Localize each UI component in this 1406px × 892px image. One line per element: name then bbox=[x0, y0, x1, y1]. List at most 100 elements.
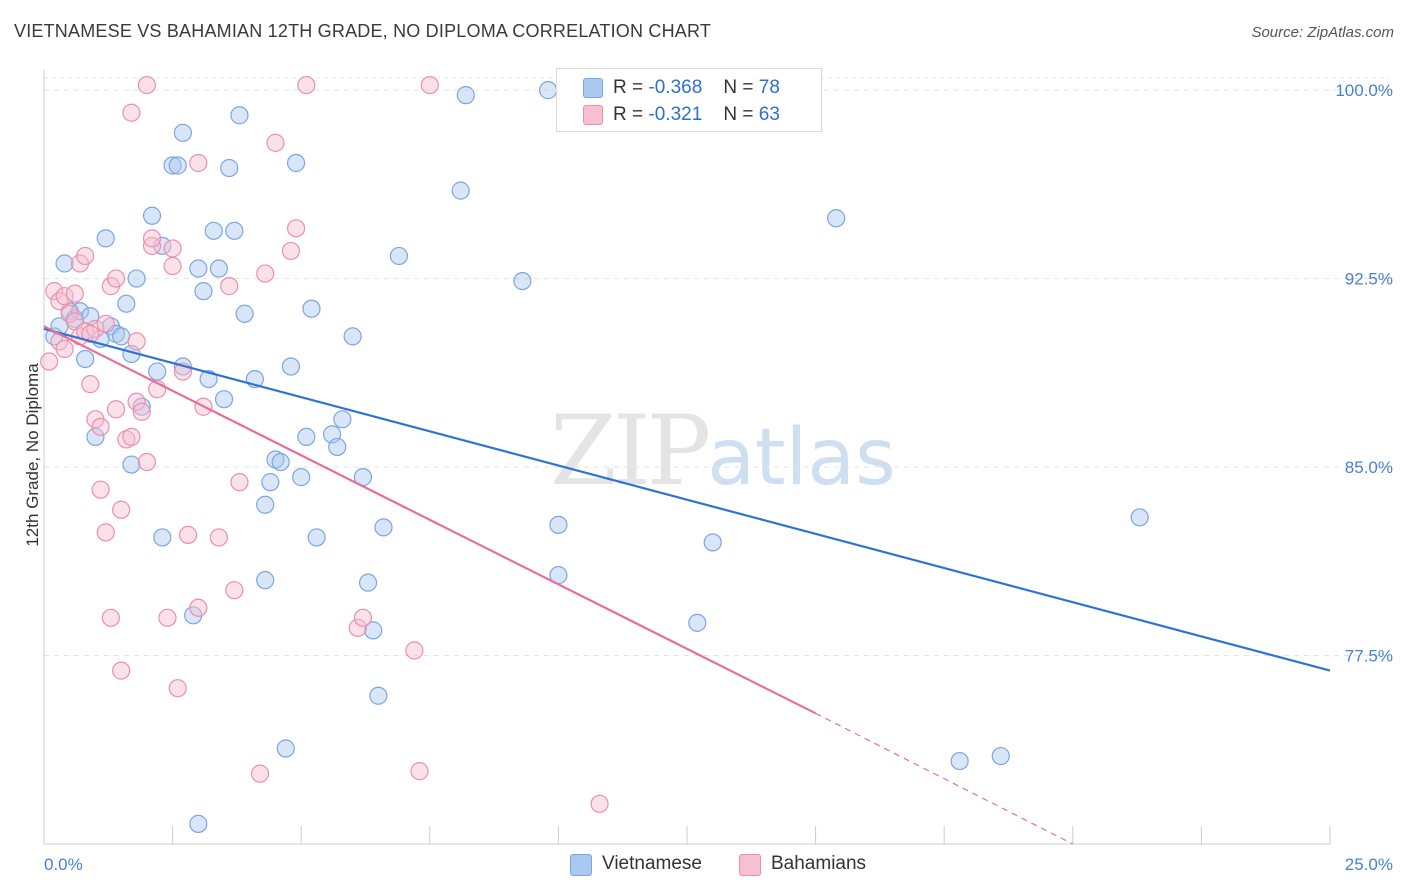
data-point-bahamians bbox=[76, 246, 95, 266]
trend-line-bahamians bbox=[43, 325, 817, 715]
x-tick-label: 0.0% bbox=[44, 855, 83, 874]
data-point-vietnamese bbox=[189, 259, 208, 278]
grid bbox=[44, 77, 1390, 657]
data-point-bahamians bbox=[178, 525, 198, 545]
data-point-vietnamese bbox=[281, 357, 301, 376]
legend-swatch-vietnamese bbox=[583, 78, 603, 98]
data-point-vietnamese bbox=[204, 221, 223, 240]
data-point-bahamians bbox=[91, 480, 110, 499]
data-point-bahamians bbox=[81, 324, 100, 343]
data-point-vietnamese bbox=[364, 621, 383, 640]
data-point-vietnamese bbox=[220, 158, 239, 178]
data-point-vietnamese bbox=[539, 81, 558, 100]
legend-text: R = -0.321 N = 63 bbox=[613, 104, 780, 126]
data-point-bahamians bbox=[420, 75, 439, 95]
data-point-vietnamese bbox=[307, 528, 326, 547]
r-value: -0.368 bbox=[648, 77, 703, 98]
data-point-bahamians bbox=[220, 277, 239, 296]
data-point-bahamians bbox=[189, 598, 208, 617]
data-point-vietnamese bbox=[173, 123, 192, 142]
data-point-bahamians bbox=[142, 229, 162, 248]
data-point-vietnamese bbox=[256, 571, 275, 590]
data-point-bahamians bbox=[101, 608, 120, 627]
data-point-vietnamese bbox=[96, 229, 115, 248]
x-tick-label: 25.0% bbox=[1345, 855, 1393, 874]
data-point-bahamians bbox=[250, 764, 270, 783]
data-point-bahamians bbox=[142, 236, 162, 256]
data-point-vietnamese bbox=[148, 362, 167, 381]
data-point-bahamians bbox=[281, 241, 301, 261]
y-tick-label: 100.0% bbox=[1335, 81, 1393, 100]
data-point-bahamians bbox=[348, 618, 367, 637]
data-point-bahamians bbox=[91, 417, 110, 436]
n-label: N = bbox=[723, 77, 754, 98]
data-point-vietnamese bbox=[1130, 508, 1149, 527]
axes bbox=[43, 70, 1331, 845]
chart-title: VIETNAMESE VS BAHAMIAN 12TH GRADE, NO DI… bbox=[14, 21, 712, 41]
watermark-zip: ZIP bbox=[550, 395, 711, 507]
data-point-vietnamese bbox=[76, 349, 95, 369]
data-point-vietnamese bbox=[117, 294, 136, 313]
data-point-vietnamese bbox=[266, 450, 285, 469]
y-tick-label: 85.0% bbox=[1345, 458, 1393, 477]
bottom-legend-label: Bahamians bbox=[771, 853, 867, 874]
data-point-vietnamese bbox=[703, 533, 722, 552]
data-point-vietnamese bbox=[276, 739, 295, 758]
data-point-bahamians bbox=[122, 103, 141, 122]
data-point-vietnamese bbox=[827, 209, 846, 228]
data-point-bahamians bbox=[81, 375, 100, 394]
trend-line-vietnamese bbox=[43, 327, 1331, 672]
data-point-vietnamese bbox=[302, 299, 321, 318]
data-point-vietnamese bbox=[297, 427, 316, 446]
data-point-bahamians bbox=[96, 314, 115, 333]
data-point-vietnamese bbox=[214, 390, 234, 409]
data-point-vietnamese bbox=[194, 282, 213, 301]
data-point-vietnamese bbox=[328, 437, 347, 457]
data-point-bahamians bbox=[50, 292, 69, 311]
data-point-bahamians bbox=[163, 239, 182, 258]
data-point-bahamians bbox=[55, 339, 74, 359]
data-point-vietnamese bbox=[163, 156, 182, 175]
data-point-vietnamese bbox=[369, 686, 388, 705]
data-point-vietnamese bbox=[225, 221, 244, 240]
data-point-bahamians bbox=[106, 269, 126, 288]
bottom-legend-swatch-bahamians bbox=[739, 854, 761, 876]
data-point-vietnamese bbox=[456, 86, 475, 105]
legend-text: R = -0.368 N = 78 bbox=[613, 77, 780, 99]
data-point-vietnamese bbox=[122, 455, 141, 474]
data-point-bahamians bbox=[189, 153, 208, 173]
data-point-bahamians bbox=[256, 264, 275, 283]
data-point-bahamians bbox=[112, 500, 131, 519]
y-tick-label: 92.5% bbox=[1345, 270, 1393, 289]
bottom-legend-label: Vietnamese bbox=[602, 853, 702, 874]
data-point-vietnamese bbox=[127, 269, 146, 288]
data-point-bahamians bbox=[209, 528, 228, 547]
data-point-bahamians bbox=[158, 608, 177, 627]
tick-labels: 100.0% 92.5% 85.0% 77.5% 0.0% 25.0% bbox=[44, 81, 1393, 874]
n-value: 63 bbox=[758, 104, 780, 125]
data-point-bahamians bbox=[163, 256, 182, 276]
data-point-vietnamese bbox=[358, 573, 378, 592]
data-point-bahamians bbox=[353, 608, 373, 627]
data-point-bahamians bbox=[122, 427, 141, 446]
n-value: 78 bbox=[758, 77, 780, 98]
data-point-bahamians bbox=[230, 473, 249, 492]
data-point-bahamians bbox=[65, 284, 84, 303]
data-point-vietnamese bbox=[256, 495, 275, 514]
legend-swatch-bahamians bbox=[583, 105, 603, 125]
data-point-bahamians bbox=[137, 75, 156, 95]
data-point-vietnamese bbox=[55, 254, 74, 273]
correlation-legend: R = -0.368 N = 78 R = -0.321 N = 63 bbox=[556, 68, 822, 132]
data-point-vietnamese bbox=[688, 613, 707, 632]
data-point-bahamians bbox=[96, 523, 115, 542]
data-point-vietnamese bbox=[168, 156, 187, 175]
data-point-bahamians bbox=[168, 679, 187, 698]
data-point-bahamians bbox=[86, 319, 105, 338]
data-point-bahamians bbox=[112, 661, 131, 680]
n-label: N = bbox=[723, 104, 754, 125]
data-point-bahamians bbox=[40, 352, 59, 371]
watermark: ZIPatlas bbox=[550, 395, 896, 507]
data-point-vietnamese bbox=[235, 304, 254, 323]
data-point-bahamians bbox=[225, 581, 244, 600]
